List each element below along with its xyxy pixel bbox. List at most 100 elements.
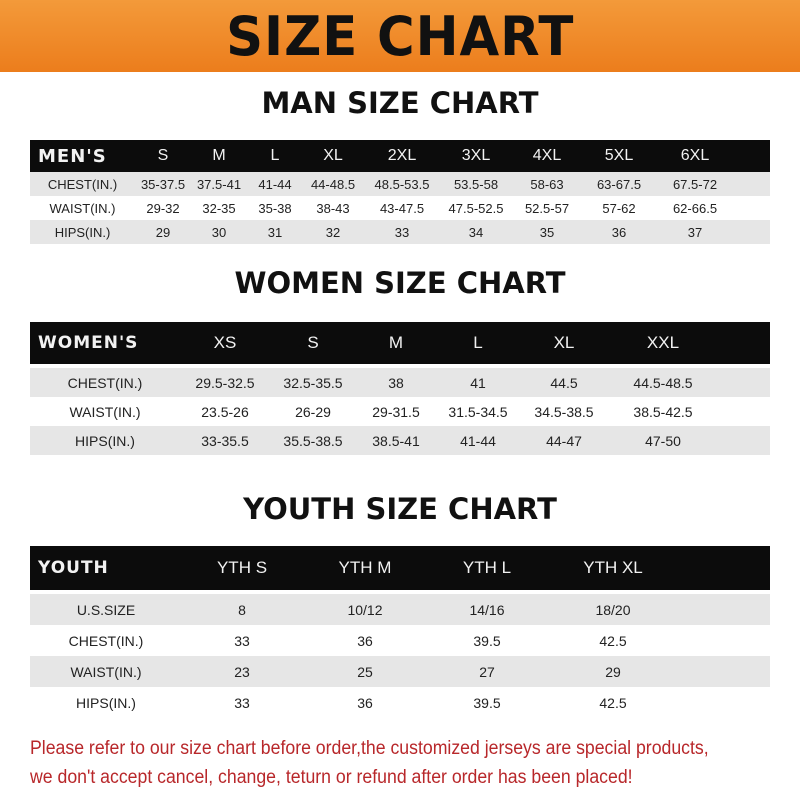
table-cell: 41-44 bbox=[460, 432, 496, 449]
table-cell: 35-37.5 bbox=[140, 176, 186, 192]
table-row: CHEST(IN.) 29.5-32.5 32.5-35.5 38 41 44.5 44.5… bbox=[30, 368, 770, 397]
men-size-table: MEN'S S M L XL 2XL 3XL 4XL 5XL 6XL CHEST(IN.) 35-37… bbox=[30, 140, 770, 244]
size-column-header: 2XL bbox=[387, 147, 417, 164]
table-cell: 35.5-38.5 bbox=[283, 432, 343, 449]
table-cell: 36 bbox=[357, 694, 373, 711]
table-cell: 44.5-48.5 bbox=[633, 374, 693, 391]
table-cell: 62-66.5 bbox=[672, 200, 718, 216]
table-header-row: MEN'S S M L XL 2XL 3XL 4XL 5XL 6XL bbox=[30, 140, 770, 172]
row-label: HIPS(IN.) bbox=[75, 432, 135, 449]
table-cell: 34 bbox=[468, 224, 484, 240]
table-cell: 44.5 bbox=[550, 374, 578, 391]
table-cell: 67.5-72 bbox=[672, 176, 718, 192]
banner-title: SIZE CHART bbox=[225, 4, 575, 68]
table-cell: 33 bbox=[394, 224, 410, 240]
table-cell: 29-31.5 bbox=[372, 403, 420, 420]
row-label: CHEST(IN.) bbox=[68, 632, 144, 649]
table-cell: 38 bbox=[388, 374, 404, 391]
table-cell: 34.5-38.5 bbox=[534, 403, 594, 420]
size-column-header: YTH L bbox=[462, 558, 512, 577]
table-cell: 26-29 bbox=[295, 403, 331, 420]
order-notice: Please refer to our size chart before or… bbox=[30, 734, 737, 792]
table-row: WAIST(IN.) 23 25 27 29 bbox=[30, 656, 770, 687]
row-label: CHEST(IN.) bbox=[67, 374, 143, 391]
table-cell: 44-47 bbox=[546, 432, 582, 449]
youth-size-table: YOUTH YTH S YTH M YTH L YTH XL U.S.SIZE 8 10/12… bbox=[30, 546, 770, 718]
size-column-header: XS bbox=[213, 333, 237, 352]
table-cell: 33 bbox=[234, 694, 250, 711]
size-column-header: L bbox=[270, 147, 280, 164]
size-column-header: M bbox=[388, 333, 404, 352]
table-corner-label: WOMEN'S bbox=[38, 333, 139, 353]
table-cell: 25 bbox=[357, 663, 373, 680]
table-cell: 63-67.5 bbox=[596, 176, 642, 192]
table-cell: 52.5-57 bbox=[524, 200, 570, 216]
table-cell: 39.5 bbox=[473, 694, 501, 711]
row-label: WAIST(IN.) bbox=[70, 663, 142, 680]
table-cell: 38-43 bbox=[316, 200, 350, 216]
row-label: U.S.SIZE bbox=[76, 601, 136, 618]
size-column-header: L bbox=[473, 333, 483, 352]
table-row: CHEST(IN.) 33 36 39.5 42.5 bbox=[30, 625, 770, 656]
row-label: WAIST(IN.) bbox=[49, 200, 116, 216]
table-cell: 29.5-32.5 bbox=[195, 374, 255, 391]
table-header-row: YOUTH YTH S YTH M YTH L YTH XL bbox=[30, 546, 770, 590]
table-cell: 57-62 bbox=[602, 200, 636, 216]
women-size-table: WOMEN'S XS S M L XL XXL CHEST(IN.) 29.5-32.5 32.5… bbox=[30, 322, 770, 455]
youth-section-title: YOUTH SIZE CHART bbox=[243, 492, 557, 526]
table-cell: 32 bbox=[325, 224, 341, 240]
size-column-header: 3XL bbox=[461, 147, 491, 164]
size-column-header: 5XL bbox=[604, 147, 634, 164]
table-row: HIPS(IN.) 33-35.5 35.5-38.5 38.5-41 41-44 44-… bbox=[30, 426, 770, 455]
size-column-header: 4XL bbox=[532, 147, 562, 164]
table-cell: 31 bbox=[267, 224, 283, 240]
table-cell: 36 bbox=[611, 224, 627, 240]
table-cell: 35 bbox=[539, 224, 555, 240]
notice-line-2: we don't accept cancel, change, teturn o… bbox=[30, 767, 633, 788]
table-cell: 41 bbox=[470, 374, 486, 391]
table-cell: 39.5 bbox=[473, 632, 501, 649]
row-label: HIPS(IN.) bbox=[76, 694, 136, 711]
table-cell: 37.5-41 bbox=[196, 176, 242, 192]
size-column-header: S bbox=[157, 147, 169, 164]
banner: SIZE CHART bbox=[0, 0, 800, 72]
table-cell: 30 bbox=[211, 224, 227, 240]
table-cell: 33-35.5 bbox=[201, 432, 249, 449]
table-cell: 14/16 bbox=[469, 601, 505, 618]
table-cell: 29-32 bbox=[146, 200, 180, 216]
table-cell: 32-35 bbox=[202, 200, 236, 216]
table-cell: 36 bbox=[357, 632, 373, 649]
table-cell: 32.5-35.5 bbox=[283, 374, 343, 391]
men-section-title: MAN SIZE CHART bbox=[261, 86, 539, 120]
table-row: HIPS(IN.) 29 30 31 32 33 34 35 36 37 bbox=[30, 220, 770, 244]
size-column-header: YTH S bbox=[216, 558, 268, 577]
table-cell: 53.5-58 bbox=[453, 176, 499, 192]
size-column-header: XL bbox=[323, 147, 343, 164]
table-cell: 41-44 bbox=[258, 176, 292, 192]
size-column-header: M bbox=[212, 147, 226, 164]
table-cell: 33 bbox=[234, 632, 250, 649]
table-corner-label: MEN'S bbox=[38, 145, 107, 167]
table-cell: 38.5-41 bbox=[372, 432, 420, 449]
table-row: WAIST(IN.) 23.5-26 26-29 29-31.5 31.5-34.5 34… bbox=[30, 397, 770, 426]
table-cell: 47.5-52.5 bbox=[448, 200, 504, 216]
table-cell: 23 bbox=[234, 663, 250, 680]
table-cell: 10/12 bbox=[347, 601, 383, 618]
table-cell: 29 bbox=[155, 224, 171, 240]
table-row: CHEST(IN.) 35-37.5 37.5-41 41-44 44-48.5 48.5… bbox=[30, 172, 770, 196]
size-column-header: XL bbox=[553, 333, 575, 352]
table-cell: 23.5-26 bbox=[201, 403, 249, 420]
table-cell: 38.5-42.5 bbox=[633, 403, 693, 420]
row-label: HIPS(IN.) bbox=[54, 224, 111, 240]
table-cell: 43-47.5 bbox=[379, 200, 425, 216]
table-header-row: WOMEN'S XS S M L XL XXL bbox=[30, 322, 770, 364]
table-cell: 29 bbox=[605, 663, 621, 680]
size-column-header: S bbox=[307, 333, 319, 352]
table-corner-label: YOUTH bbox=[38, 558, 109, 578]
table-cell: 18/20 bbox=[595, 601, 631, 618]
table-cell: 27 bbox=[479, 663, 495, 680]
women-section-title: WOMEN SIZE CHART bbox=[234, 266, 566, 300]
table-cell: 47-50 bbox=[645, 432, 681, 449]
table-cell: 37 bbox=[687, 224, 703, 240]
table-cell: 44-48.5 bbox=[310, 176, 356, 192]
